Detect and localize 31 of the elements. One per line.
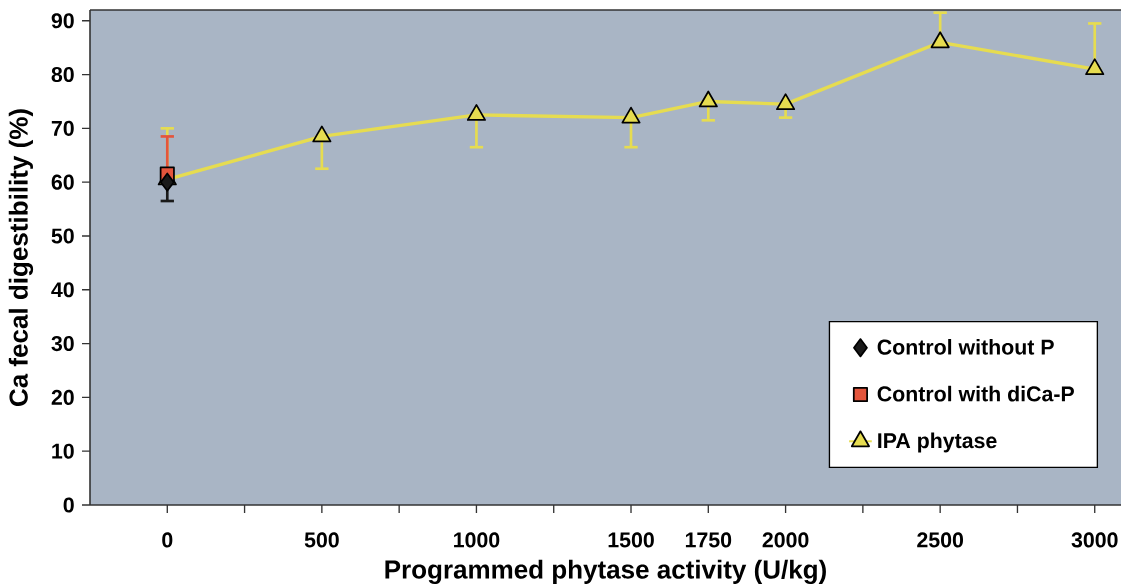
y-tick-label: 0	[63, 497, 74, 513]
point	[698, 90, 718, 108]
point	[930, 31, 950, 49]
x-tick-label: 500	[304, 532, 339, 548]
y-tick-label: 70	[51, 120, 74, 136]
x-tick-label: 1500	[608, 532, 654, 548]
x-tick-label: 3000	[1071, 532, 1118, 548]
x-axis-title: Programmed phytase activity (U/kg)	[385, 559, 826, 584]
y-axis-title: Ca fecal digestibility (%)	[8, 109, 34, 406]
y-tick-label: 20	[51, 389, 74, 405]
y-tick-label: 30	[51, 336, 74, 352]
y-tick-label: 40	[51, 282, 74, 298]
x-tick-label: 2000	[762, 532, 809, 548]
point	[312, 125, 332, 143]
y-tick-label: 50	[51, 228, 74, 244]
point	[1085, 58, 1105, 76]
y-tick-label: 80	[51, 67, 74, 83]
legend-label: Control without P	[877, 339, 1054, 355]
legend-label: Control with diCa-P	[877, 385, 1074, 402]
legend-label: IPA phytase	[878, 432, 997, 453]
y-tick-label: 90	[51, 13, 74, 29]
x-tick-label: 1750	[685, 532, 732, 548]
y-tick-label: 10	[52, 443, 74, 459]
point	[621, 106, 641, 124]
point	[466, 104, 486, 121]
x-tick-label: 1000	[454, 532, 500, 548]
x-tick-label: 2500	[917, 532, 964, 548]
x-tick-label: 0	[162, 532, 173, 548]
y-tick-label: 60	[51, 174, 74, 190]
point	[159, 172, 175, 192]
point	[776, 93, 796, 111]
